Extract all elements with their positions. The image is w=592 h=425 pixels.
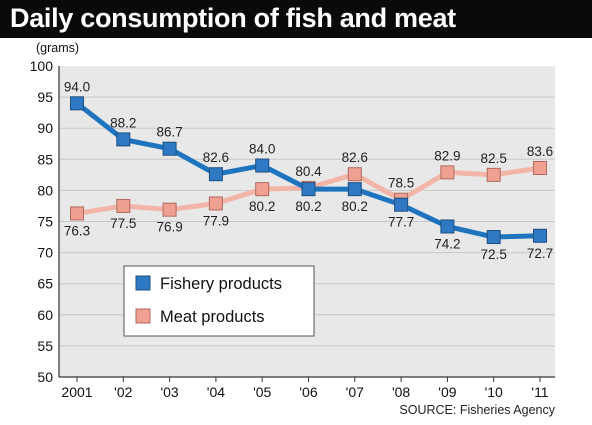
legend-fishery-label: Fishery products	[160, 275, 282, 293]
legend-meat-marker	[135, 308, 151, 324]
y-axis-ticks: 50 55 60 65 70 75 80 85 90 95 100	[30, 58, 54, 385]
fishery-data-label-1: 88.2	[110, 115, 136, 130]
meat-data-label-5: 80.4	[295, 164, 322, 179]
x-tick-label-8: '09	[438, 384, 456, 400]
x-tick-label-9: '10	[485, 384, 503, 400]
legend: Fishery products Meat products	[123, 265, 315, 337]
x-tick-label-10: '11	[531, 384, 548, 400]
fishery-data-label-5: 80.2	[295, 199, 321, 214]
x-tick-label-1: '02	[114, 384, 132, 400]
fishery-data-label-9: 72.5	[481, 247, 507, 262]
meat-data-label-0: 76.3	[64, 223, 90, 238]
meat-data-label-10: 83.6	[527, 144, 553, 159]
meat-data-label-2: 76.9	[156, 220, 182, 235]
legend-fishery-marker	[135, 275, 151, 291]
y-tick-label-75: 75	[37, 214, 53, 230]
legend-box	[123, 265, 315, 337]
y-tick-label-50: 50	[37, 369, 53, 385]
fishery-data-label-2: 86.7	[156, 125, 182, 140]
fishery-point-2	[162, 141, 177, 156]
x-tick-label-5: '06	[299, 384, 317, 400]
legend-meat-label: Meat products	[160, 308, 265, 326]
fishery-point-5	[301, 182, 316, 197]
fishery-point-6	[347, 182, 362, 197]
fishery-point-7	[394, 197, 409, 212]
meat-point-4	[255, 182, 270, 197]
fishery-data-label-7: 77.7	[388, 215, 414, 230]
meat-point-10	[533, 161, 547, 176]
meat-data-label-9: 82.5	[481, 151, 507, 166]
x-tick-label-3: '04	[207, 384, 225, 400]
fishery-point-1	[116, 132, 131, 147]
x-tick-label-2: '03	[160, 384, 178, 400]
meat-point-8	[440, 165, 455, 180]
y-tick-label-90: 90	[37, 120, 53, 136]
meat-data-label-8: 82.9	[434, 148, 460, 163]
meat-point-1	[116, 198, 131, 213]
y-tick-label-95: 95	[37, 89, 53, 105]
meat-point-3	[208, 196, 223, 211]
fishery-point-0	[70, 96, 84, 111]
fishery-point-3	[208, 167, 223, 182]
fishery-data-label-8: 74.2	[434, 236, 460, 251]
y-tick-label-85: 85	[37, 151, 53, 167]
meat-point-9	[486, 167, 501, 182]
fishery-data-label-6: 80.2	[342, 199, 368, 214]
y-tick-label-80: 80	[37, 182, 53, 198]
meat-data-label-6: 82.6	[342, 150, 368, 165]
fishery-point-8	[440, 219, 455, 234]
fishery-data-label-3: 82.6	[203, 150, 229, 165]
x-tick-label-6: '07	[346, 384, 364, 400]
title-bar: Daily consumption of fish and meat	[0, 0, 592, 38]
y-tick-label-60: 60	[37, 307, 53, 323]
chart-title: Daily consumption of fish and meat	[10, 3, 456, 33]
fishery-data-label-10: 72.7	[527, 246, 553, 261]
x-tick-label-7: '08	[392, 384, 410, 400]
meat-point-2	[162, 202, 177, 217]
x-axis-ticks: 2001 '02 '03 '04 '05 '06 '07 '08 '09 '10 '11	[61, 377, 549, 400]
source-note: SOURCE: Fisheries Agency	[399, 403, 555, 417]
data-labels: 94.0 88.2 86.7 82.6 84.0 80.2 80.2 77.7 74.2 72.5…	[64, 79, 553, 262]
meat-data-label-4: 80.2	[249, 199, 275, 214]
y-tick-label-65: 65	[37, 276, 53, 292]
y-tick-label-100: 100	[30, 58, 54, 74]
series-layer	[70, 96, 547, 245]
meat-point-6	[347, 167, 362, 182]
x-tick-label-4: '05	[253, 384, 271, 400]
fishery-point-9	[486, 230, 501, 245]
meat-data-label-1: 77.5	[110, 216, 136, 231]
y-axis-unit-label: (grams)	[36, 41, 79, 55]
fishery-data-label-0: 94.0	[64, 79, 90, 94]
fishery-point-4	[255, 158, 270, 173]
x-tick-label-0: 2001	[61, 384, 92, 400]
meat-data-label-3: 77.9	[203, 213, 229, 228]
meat-point-0	[70, 206, 84, 221]
y-tick-label-55: 55	[37, 338, 53, 354]
fishery-point-10	[533, 228, 547, 243]
y-tick-label-70: 70	[37, 245, 53, 261]
fishery-data-label-4: 84.0	[249, 142, 275, 157]
meat-data-label-7: 78.5	[388, 176, 414, 191]
